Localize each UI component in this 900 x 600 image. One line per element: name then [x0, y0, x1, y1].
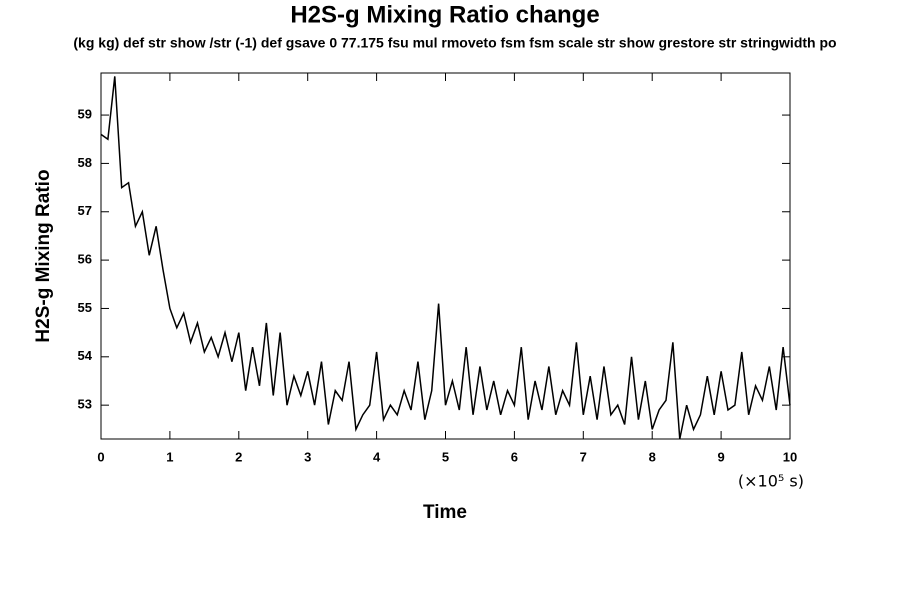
y-axis-label: H2S-g Mixing Ratio	[33, 169, 54, 342]
x-tick-label: 6	[511, 449, 518, 464]
x-axis-unit: (×10⁵ s)	[738, 472, 804, 491]
y-tick-label: 56	[78, 252, 92, 267]
x-tick-label: 4	[373, 449, 381, 464]
chart-subtitle: (kg kg) def str show /str (-1) def gsave…	[73, 35, 836, 51]
x-tick-label: 3	[304, 449, 311, 464]
x-tick-label: 10	[783, 449, 797, 464]
x-tick-label: 8	[649, 449, 656, 464]
x-tick-label: 2	[235, 449, 242, 464]
x-axis-label: Time	[423, 502, 467, 523]
chart-title: H2S-g Mixing Ratio change	[290, 1, 599, 28]
y-tick-label: 55	[78, 300, 92, 315]
y-tick-label: 53	[78, 397, 92, 412]
x-tick-label: 1	[166, 449, 173, 464]
x-tick-label: 5	[442, 449, 449, 464]
y-tick-label: 57	[78, 203, 92, 218]
data-line	[100, 76, 791, 440]
plot-frame	[100, 72, 791, 440]
y-tick-label: 59	[78, 107, 92, 122]
y-tick-label: 58	[78, 155, 92, 170]
x-tick-label: 7	[580, 449, 587, 464]
y-tick-label: 54	[78, 348, 93, 363]
x-tick-label: 0	[97, 449, 104, 464]
x-tick-label: 9	[717, 449, 724, 464]
